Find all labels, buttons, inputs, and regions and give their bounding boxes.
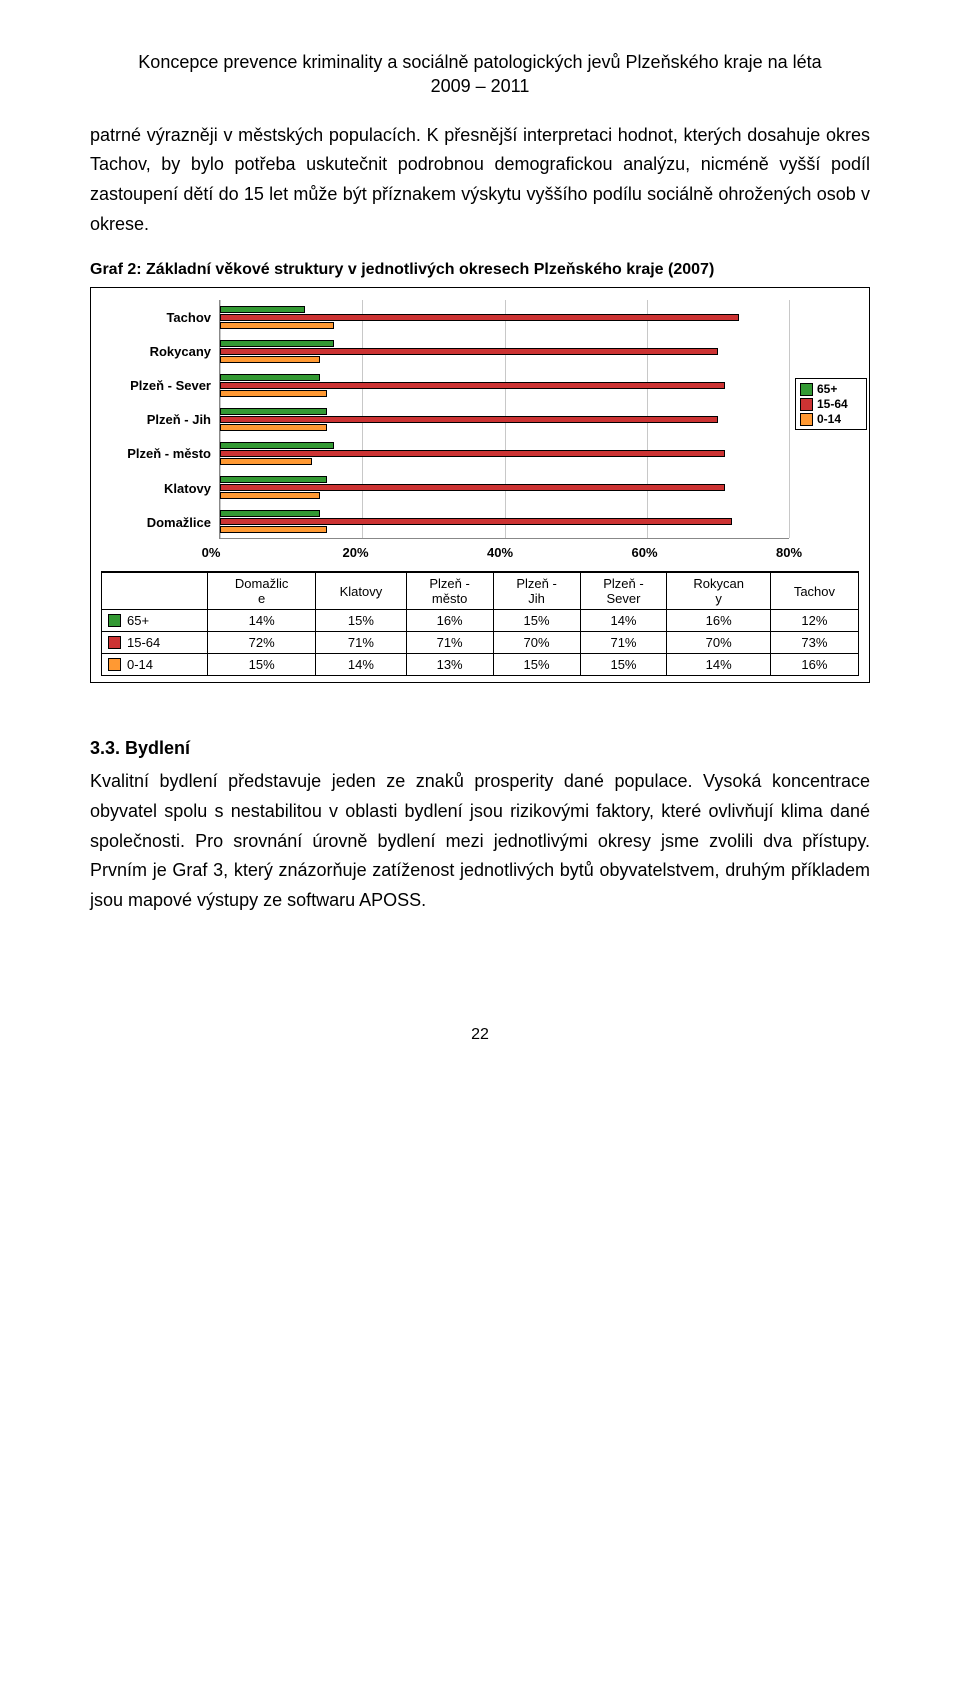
bar-0-14 — [220, 526, 327, 533]
table-cell: 70% — [493, 632, 580, 654]
bar-15-64 — [220, 450, 725, 457]
bar-65+ — [220, 340, 334, 347]
bar-65+ — [220, 306, 305, 313]
category-label: Plzeň - Jih — [101, 403, 211, 437]
bar-15-64 — [220, 484, 725, 491]
category-label: Rokycany — [101, 335, 211, 369]
category-label: Domažlice — [101, 505, 211, 539]
category-label: Tachov — [101, 300, 211, 334]
table-column-header: Tachov — [770, 573, 858, 610]
bar-0-14 — [220, 458, 312, 465]
table-cell: 70% — [667, 632, 770, 654]
table-column-header: Rokycany — [667, 573, 770, 610]
table-cell: 15% — [208, 654, 316, 676]
table-corner-cell — [102, 573, 208, 610]
category-label: Plzeň - město — [101, 437, 211, 471]
y-axis-labels: TachovRokycanyPlzeň - SeverPlzeň - JihPl… — [101, 300, 219, 539]
table-cell: 16% — [667, 610, 770, 632]
bar-65+ — [220, 374, 320, 381]
legend-item: 65+ — [800, 382, 862, 396]
page-number: 22 — [90, 1026, 870, 1044]
table-cell: 71% — [316, 632, 406, 654]
row-swatch-icon — [108, 614, 121, 627]
row-label: 15-64 — [127, 635, 160, 650]
category-label: Plzeň - Sever — [101, 369, 211, 403]
table-cell: 15% — [580, 654, 667, 676]
chart-container: TachovRokycanyPlzeň - SeverPlzeň - JihPl… — [90, 287, 870, 683]
row-label: 0-14 — [127, 657, 153, 672]
section-heading-bydleni: 3.3. Bydlení — [90, 738, 870, 759]
legend-item: 0-14 — [800, 412, 862, 426]
bar-65+ — [220, 476, 327, 483]
table-row-header: 65+ — [102, 610, 208, 632]
table-row-header: 0-14 — [102, 654, 208, 676]
table-row: 65+14%15%16%15%14%16%12% — [102, 610, 859, 632]
row-label: 65+ — [127, 613, 149, 628]
bar-0-14 — [220, 390, 327, 397]
bar-15-64 — [220, 518, 732, 525]
legend-swatch-icon — [800, 398, 813, 411]
bar-15-64 — [220, 382, 725, 389]
chart-title: Graf 2: Základní věkové struktury v jedn… — [90, 261, 870, 279]
table-column-header: Domažlice — [208, 573, 316, 610]
x-tick-label: 20% — [342, 545, 368, 560]
table-cell: 71% — [406, 632, 493, 654]
paragraph-1: patrné výrazněji v městských populacích.… — [90, 121, 870, 240]
bar-65+ — [220, 442, 334, 449]
table-cell: 14% — [580, 610, 667, 632]
table-cell: 71% — [580, 632, 667, 654]
table-cell: 72% — [208, 632, 316, 654]
x-axis-labels: 0%20%40%60%80% — [211, 545, 789, 565]
table-cell: 73% — [770, 632, 858, 654]
bar-0-14 — [220, 424, 327, 431]
legend-label: 65+ — [817, 382, 837, 396]
row-swatch-icon — [108, 636, 121, 649]
table-row: 0-1415%14%13%15%15%14%16% — [102, 654, 859, 676]
table-column-header: Plzeň -Sever — [580, 573, 667, 610]
legend-swatch-icon — [800, 383, 813, 396]
table-cell: 13% — [406, 654, 493, 676]
x-tick-label: 80% — [776, 545, 802, 560]
bar-0-14 — [220, 492, 320, 499]
bar-65+ — [220, 510, 320, 517]
legend-item: 15-64 — [800, 397, 862, 411]
chart-plot-area — [220, 300, 789, 538]
table-cell: 14% — [208, 610, 316, 632]
row-swatch-icon — [108, 658, 121, 671]
table-column-header: Plzeň -město — [406, 573, 493, 610]
x-tick-label: 60% — [631, 545, 657, 560]
bar-15-64 — [220, 348, 718, 355]
bar-0-14 — [220, 356, 320, 363]
bar-65+ — [220, 408, 327, 415]
table-cell: 15% — [316, 610, 406, 632]
category-label: Klatovy — [101, 471, 211, 505]
table-cell: 12% — [770, 610, 858, 632]
table-cell: 16% — [406, 610, 493, 632]
table-row: 15-6472%71%71%70%71%70%73% — [102, 632, 859, 654]
chart-legend: 65+15-640-14 — [795, 378, 867, 430]
table-cell: 16% — [770, 654, 858, 676]
table-cell: 14% — [667, 654, 770, 676]
legend-label: 0-14 — [817, 412, 841, 426]
table-column-header: Plzeň -Jih — [493, 573, 580, 610]
table-column-header: Klatovy — [316, 573, 406, 610]
table-cell: 15% — [493, 654, 580, 676]
table-cell: 14% — [316, 654, 406, 676]
document-header: Koncepce prevence kriminality a sociálně… — [90, 50, 870, 99]
bar-0-14 — [220, 322, 334, 329]
chart-data-table: DomažliceKlatovyPlzeň -městoPlzeň -JihPl… — [101, 571, 859, 676]
paragraph-2: Kvalitní bydlení představuje jeden ze zn… — [90, 767, 870, 915]
header-line-1: Koncepce prevence kriminality a sociálně… — [138, 52, 821, 72]
x-tick-label: 40% — [487, 545, 513, 560]
x-tick-label: 0% — [202, 545, 221, 560]
table-cell: 15% — [493, 610, 580, 632]
bar-15-64 — [220, 314, 739, 321]
header-line-2: 2009 – 2011 — [431, 76, 530, 96]
legend-label: 15-64 — [817, 397, 848, 411]
legend-swatch-icon — [800, 413, 813, 426]
bar-15-64 — [220, 416, 718, 423]
table-row-header: 15-64 — [102, 632, 208, 654]
